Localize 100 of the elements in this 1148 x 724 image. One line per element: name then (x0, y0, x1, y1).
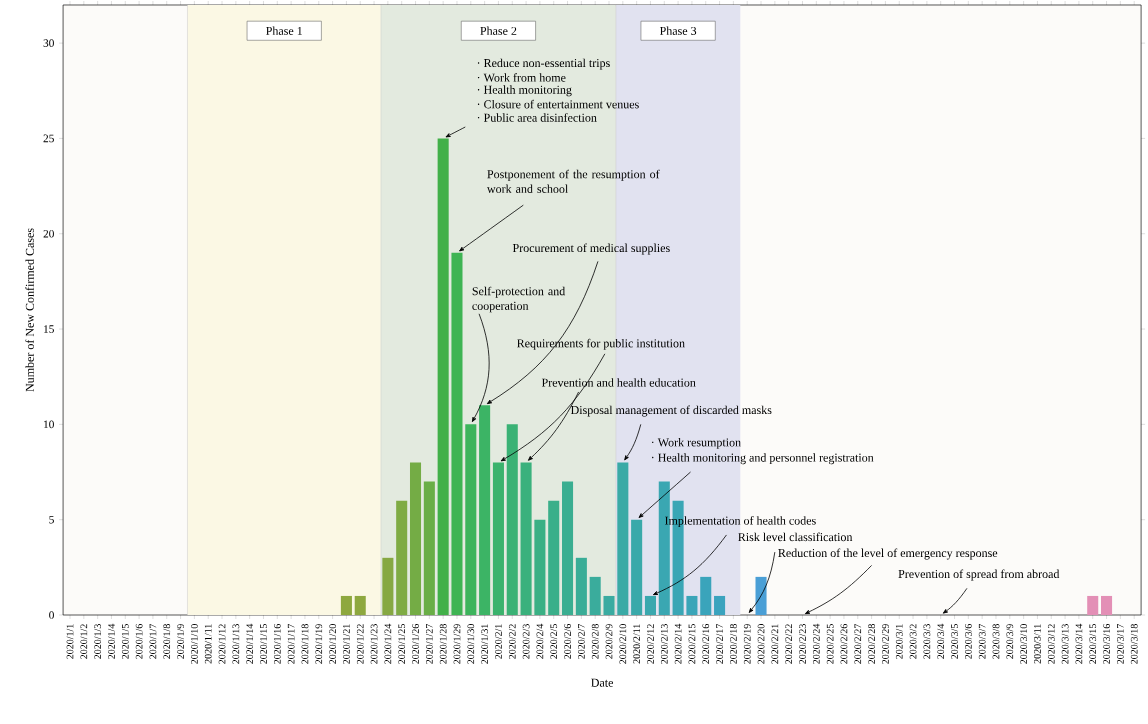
x-tick-label: 2020/3/7 (978, 624, 986, 659)
bar (686, 595, 698, 615)
x-tick-label: 2020/2/16 (702, 624, 710, 664)
bar (617, 462, 629, 615)
x-tick-label: 2020/3/16 (1103, 624, 1110, 664)
x-tick-label: 2020/1/6 (135, 624, 143, 659)
x-tick-label: 2020/3/14 (1075, 623, 1083, 664)
x-tick-label: 2020/2/14 (674, 623, 682, 664)
annotation: · Work from home (477, 73, 566, 82)
annotation: Postponement of the resumption of work and school (486, 169, 660, 193)
x-tick-label: 2020/2/18 (730, 624, 737, 664)
bar (479, 405, 491, 615)
bar (451, 252, 463, 615)
x-tick-label: 2020/3/17 (1116, 624, 1124, 664)
x-tick-label: 2020/2/24 (812, 623, 820, 664)
bar (548, 500, 560, 615)
x-tick-label: 2020/3/5 (951, 624, 958, 659)
x-tick-label: 2020/1/3 (94, 624, 102, 659)
annotation: Procurement of medical supplies (512, 243, 670, 255)
bar (603, 595, 615, 615)
x-tick-label: 2020/1/14 (246, 623, 254, 664)
band-label: Phase 3 (659, 26, 697, 35)
bar (492, 462, 504, 615)
x-axis-title: Date (591, 678, 614, 687)
x-tick-label: 2020/1/26 (412, 624, 419, 664)
bar (520, 462, 532, 615)
x-tick-label: 2020/2/26 (840, 624, 848, 664)
x-tick-label: 2020/2/21 (771, 624, 779, 664)
x-tick-label: 2020/1/11 (204, 624, 212, 664)
x-tick-label: 2020/3/12 (1047, 624, 1055, 664)
bar (465, 424, 477, 615)
x-tick-label: 2020/1/15 (260, 624, 267, 664)
x-tick-label: 2020/1/10 (191, 624, 198, 664)
x-tick-label: 2020/3/1 (895, 624, 903, 659)
x-tick-label: 2020/3/3 (923, 624, 931, 659)
bar (382, 557, 394, 615)
x-tick-label: 2020/2/1 (495, 624, 502, 659)
x-tick-label: 2020/1/9 (177, 624, 184, 659)
x-tick-label: 2020/3/6 (964, 624, 972, 659)
y-tick-label: 25 (43, 134, 54, 143)
annotation: · Reduce non-essential trips (477, 58, 610, 70)
x-tick-label: 2020/2/10 (619, 624, 627, 664)
x-tick-label: 2020/2/20 (757, 624, 765, 664)
annotation: Reduction of the level of emergency response (778, 548, 998, 560)
band-label: Phase 2 (480, 26, 517, 35)
bar (755, 576, 767, 615)
y-axis-title: Number of New Confirmed Cases (25, 228, 34, 392)
x-tick-label: 2020/1/16 (273, 624, 281, 664)
x-tick-label: 2020/1/17 (287, 624, 295, 664)
annotation: Risk level classification (738, 532, 853, 542)
x-tick-label: 2020/2/15 (688, 624, 696, 664)
x-tick-label: 2020/1/1 (66, 624, 74, 659)
x-tick-label: 2020/1/20 (329, 624, 336, 664)
bar (423, 481, 435, 615)
y-tick-label: 5 (49, 515, 54, 524)
x-tick-label: 2020/2/7 (577, 624, 585, 659)
bar (575, 557, 587, 615)
x-tick-label: 2020/2/8 (591, 624, 599, 659)
x-tick-label: 2020/3/4 (937, 623, 945, 659)
bar (631, 519, 643, 615)
annotation: · Closure of entertainment venues (477, 99, 639, 109)
x-tick-label: 2020/2/22 (785, 624, 793, 664)
y-tick-label: 30 (43, 39, 54, 47)
x-tick-label: 2020/1/21 (343, 624, 350, 664)
band-label: Phase 1 (266, 26, 303, 35)
x-tick-label: 2020/1/31 (481, 624, 488, 664)
bar (409, 462, 422, 615)
bar (714, 595, 726, 615)
x-tick-label: 2020/2/9 (605, 624, 613, 659)
x-tick-label: 2020/2/19 (743, 624, 751, 664)
bar (506, 424, 518, 615)
x-tick-label: 2020/2/3 (522, 624, 530, 659)
bar (396, 500, 408, 615)
bar (534, 519, 546, 615)
x-tick-label: 2020/1/8 (163, 624, 171, 659)
bar (340, 595, 352, 615)
annotation: Requirements for public institution (517, 338, 685, 350)
bar (354, 595, 366, 615)
x-tick-label: 2020/3/15 (1089, 624, 1097, 664)
x-tick-label: 2020/1/5 (121, 624, 129, 659)
x-tick-label: 2020/3/13 (1061, 624, 1069, 664)
annotation: · Health monitoring (477, 85, 572, 97)
x-tick-label: 2020/2/13 (660, 624, 668, 664)
x-tick-label: 2020/1/13 (232, 624, 240, 664)
bar (1101, 595, 1113, 615)
annotation: Prevention of spread from abroad (898, 569, 1060, 581)
annotation: Self-protection and cooperation (472, 286, 566, 313)
x-tick-label: 2020/1/24 (384, 623, 392, 664)
y-tick-label: 20 (43, 229, 54, 238)
x-tick-label: 2020/1/12 (218, 624, 226, 664)
x-tick-label: 2020/2/27 (854, 624, 862, 664)
annotation: Prevention and health education (541, 378, 696, 387)
x-tick-label: 2020/3/8 (992, 624, 1000, 659)
x-tick-label: 2020/1/25 (398, 624, 406, 664)
x-tick-label: 2020/2/4 (536, 623, 544, 659)
bar (437, 138, 449, 615)
y-tick-label: 10 (44, 420, 54, 429)
x-tick-label: 2020/1/18 (301, 624, 309, 664)
x-tick-label: 2020/2/2 (508, 624, 516, 659)
x-tick-label: 2020/1/28 (439, 624, 447, 664)
